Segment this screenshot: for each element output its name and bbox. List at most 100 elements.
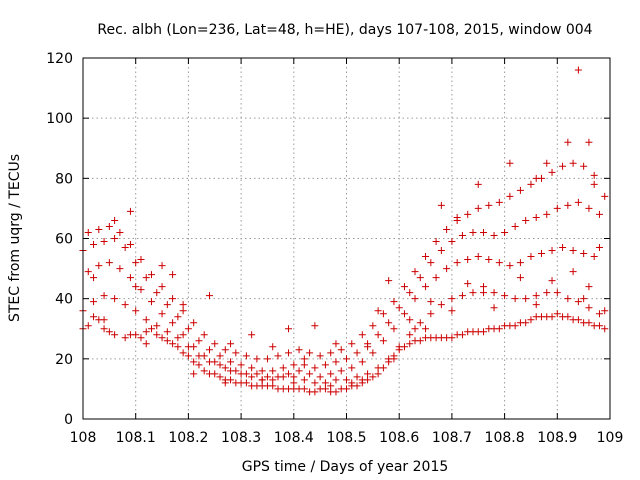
data-point bbox=[90, 274, 98, 282]
data-point bbox=[169, 271, 177, 279]
data-point bbox=[390, 355, 398, 363]
data-point bbox=[369, 349, 377, 357]
data-point bbox=[105, 222, 113, 230]
data-point bbox=[574, 198, 582, 206]
data-point bbox=[379, 310, 387, 318]
data-point bbox=[311, 322, 319, 330]
x-axis-label: GPS time / Days of year 2015 bbox=[242, 459, 449, 475]
data-point bbox=[564, 138, 572, 146]
data-point bbox=[258, 376, 266, 384]
data-point bbox=[374, 364, 382, 372]
data-point bbox=[480, 328, 488, 336]
data-point bbox=[126, 241, 134, 249]
data-point bbox=[490, 304, 498, 312]
y-tick-label: 80 bbox=[55, 171, 73, 187]
data-point bbox=[179, 301, 187, 309]
data-point bbox=[422, 253, 430, 261]
data-point bbox=[121, 334, 129, 342]
data-point bbox=[427, 310, 435, 318]
data-point bbox=[163, 328, 171, 336]
data-point bbox=[337, 367, 345, 375]
data-point bbox=[195, 361, 203, 369]
data-point bbox=[242, 352, 250, 360]
x-tick-label: 108.2 bbox=[168, 430, 208, 446]
data-point bbox=[453, 213, 461, 221]
data-point bbox=[548, 313, 556, 321]
data-point bbox=[121, 244, 129, 252]
data-point bbox=[205, 346, 213, 354]
y-axis-label: STEC from uqrg / TECUs bbox=[7, 154, 23, 322]
data-point bbox=[595, 310, 603, 318]
data-point bbox=[253, 355, 261, 363]
data-point bbox=[100, 238, 108, 246]
data-point bbox=[216, 352, 224, 360]
data-point bbox=[306, 349, 314, 357]
data-point bbox=[111, 235, 119, 242]
y-tick-label: 20 bbox=[55, 352, 73, 368]
data-point bbox=[406, 331, 414, 339]
data-point bbox=[406, 316, 414, 324]
data-point bbox=[190, 319, 198, 327]
data-point bbox=[116, 265, 124, 273]
data-point bbox=[532, 174, 540, 182]
data-point bbox=[174, 313, 182, 321]
data-point bbox=[543, 159, 551, 167]
data-point bbox=[527, 180, 535, 188]
data-point bbox=[480, 289, 488, 297]
data-point bbox=[327, 349, 335, 357]
data-point bbox=[311, 364, 319, 372]
data-point bbox=[153, 289, 161, 297]
data-point bbox=[416, 337, 424, 345]
data-point bbox=[390, 325, 398, 333]
data-point bbox=[411, 325, 419, 333]
x-tick-label: 108.5 bbox=[326, 430, 366, 446]
data-point bbox=[358, 358, 366, 366]
grid-lines bbox=[83, 58, 610, 419]
data-point bbox=[332, 358, 340, 366]
data-point bbox=[574, 298, 582, 306]
data-point bbox=[132, 331, 140, 339]
data-point bbox=[300, 355, 308, 363]
data-point bbox=[585, 319, 593, 327]
y-tick-label: 0 bbox=[64, 412, 73, 428]
data-point bbox=[84, 228, 92, 236]
data-point bbox=[569, 159, 577, 167]
data-point bbox=[601, 325, 609, 333]
data-point bbox=[553, 310, 561, 318]
data-point bbox=[358, 376, 366, 384]
data-point bbox=[300, 385, 308, 393]
data-point bbox=[158, 283, 166, 291]
data-point bbox=[522, 216, 530, 224]
data-point bbox=[137, 334, 145, 342]
data-point bbox=[590, 253, 598, 261]
data-point bbox=[580, 162, 588, 170]
data-point bbox=[353, 349, 361, 357]
data-point bbox=[169, 340, 177, 348]
x-tick-label: 108.1 bbox=[116, 430, 156, 446]
data-point bbox=[95, 225, 103, 233]
data-point bbox=[137, 256, 145, 264]
data-point bbox=[532, 292, 540, 300]
data-point bbox=[227, 340, 235, 348]
data-point bbox=[221, 379, 229, 387]
data-point bbox=[495, 325, 503, 333]
data-point bbox=[227, 376, 235, 384]
data-point bbox=[211, 340, 219, 348]
data-point bbox=[585, 283, 593, 291]
data-point bbox=[353, 382, 361, 390]
data-point bbox=[559, 162, 567, 170]
data-point bbox=[105, 259, 113, 267]
data-point bbox=[132, 307, 140, 315]
data-point bbox=[569, 268, 577, 276]
data-point bbox=[506, 262, 514, 270]
data-point bbox=[332, 388, 340, 396]
data-point bbox=[406, 289, 414, 297]
axis-ticks: 108 108.1 108.2 108.3 108.4 108.5 108.6 108.7 10… bbox=[46, 51, 623, 446]
data-point bbox=[100, 292, 108, 300]
data-point bbox=[364, 370, 372, 378]
data-point bbox=[332, 340, 340, 348]
data-point bbox=[126, 207, 134, 215]
data-point bbox=[84, 322, 92, 330]
data-point bbox=[279, 364, 287, 372]
data-point bbox=[90, 241, 98, 249]
